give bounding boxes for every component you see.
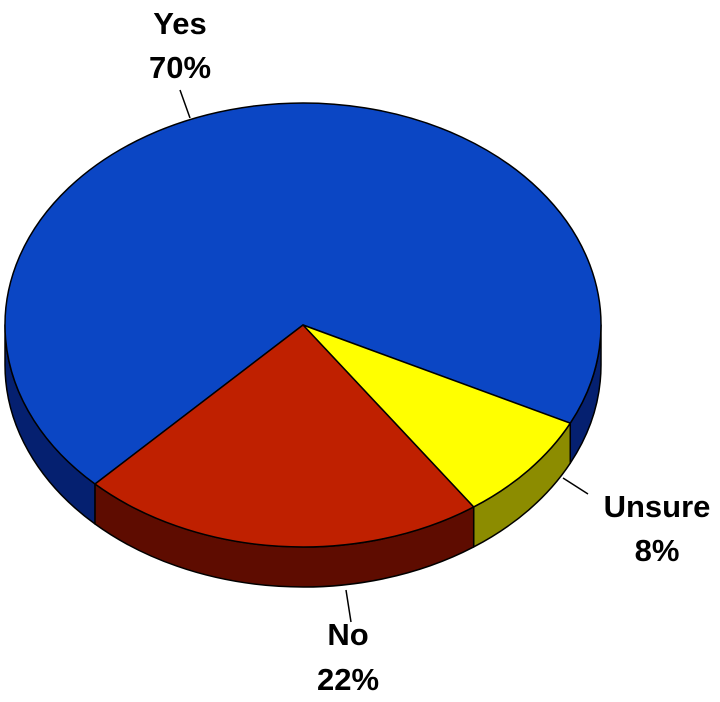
- leader-line-yes: [179, 89, 191, 119]
- slice-label-unsure-name: Unsure: [604, 489, 711, 524]
- pie-slice-no: [94, 324, 475, 548]
- pie-top-layer: [4, 102, 602, 548]
- slice-label-unsure-percent: 8%: [635, 533, 680, 568]
- leader-lines: [179, 89, 589, 623]
- pie-slice-yes: [4, 102, 602, 485]
- slice-label-yes-percent: 70%: [149, 50, 211, 85]
- slice-label-no-name: No: [327, 617, 368, 652]
- pie-slice-unsure: [302, 324, 572, 508]
- slice-label-yes-name: Yes: [153, 6, 206, 41]
- leader-line-unsure: [562, 477, 589, 495]
- leader-line-no: [345, 589, 352, 623]
- slice-label-no-percent: 22%: [317, 662, 379, 697]
